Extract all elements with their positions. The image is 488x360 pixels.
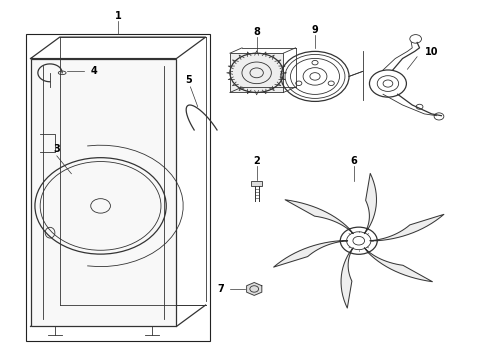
Text: 9: 9 [311, 25, 318, 35]
Polygon shape [285, 200, 352, 234]
Text: 2: 2 [253, 156, 260, 166]
Bar [26, 33, 210, 341]
Text: 1: 1 [115, 11, 121, 21]
Polygon shape [246, 283, 261, 296]
Text: 7: 7 [217, 284, 224, 294]
Polygon shape [340, 248, 352, 308]
Bar [250, 181, 262, 186]
Polygon shape [369, 214, 443, 241]
Text: 8: 8 [253, 27, 260, 37]
Polygon shape [364, 248, 431, 282]
Text: 4: 4 [90, 66, 97, 76]
Text: 6: 6 [350, 156, 357, 166]
Polygon shape [273, 241, 347, 267]
Text: 10: 10 [424, 47, 438, 57]
Polygon shape [364, 174, 376, 234]
Bar [229, 53, 283, 93]
Bar [30, 59, 176, 327]
Text: 3: 3 [53, 144, 60, 154]
Text: 5: 5 [185, 75, 192, 85]
